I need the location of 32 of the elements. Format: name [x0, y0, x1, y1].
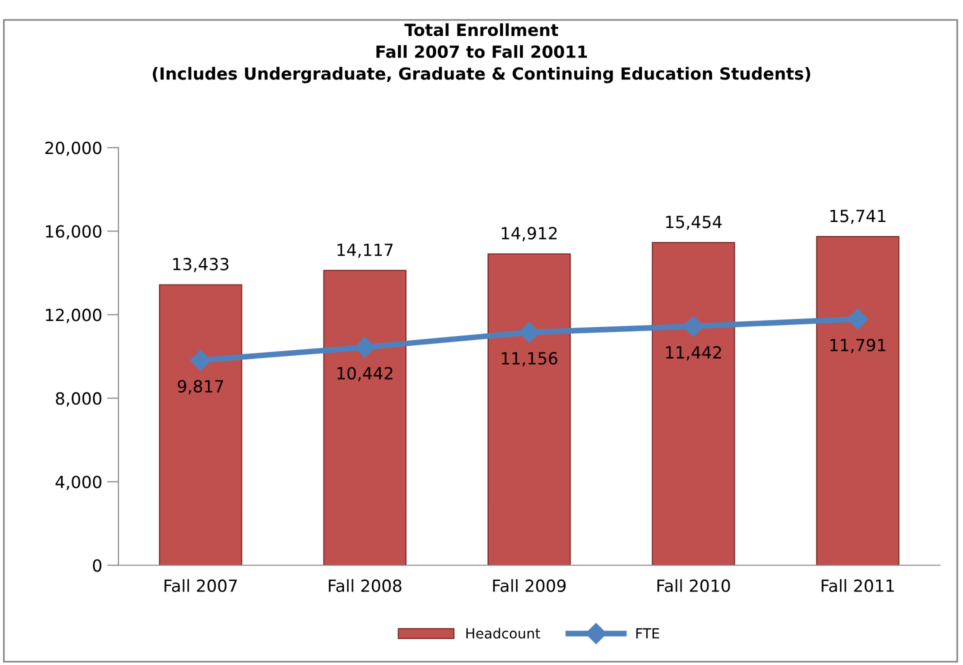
bar: [323, 270, 407, 566]
data-label: 11,442: [666, 346, 721, 360]
bar: [158, 284, 242, 566]
y-tick-label: 20,000: [45, 142, 102, 156]
point: [190, 350, 212, 371]
x-tick-label: Fall 2009: [493, 579, 566, 592]
data-label: 15,741: [830, 210, 886, 224]
bar: [652, 242, 736, 566]
y-tick-label: 12,000: [46, 308, 102, 323]
chart-title: Total Enrollment Fall 2007 to Fall 20011 (Includes Undergraduate, Graduate & Continuing Education Students): [152, 23, 810, 84]
data-label: 13,433: [173, 258, 228, 272]
point: [847, 308, 868, 330]
data-label: 11,791: [830, 338, 886, 354]
x-tick-label: Fall 2011: [822, 579, 894, 592]
y-tick-label: 8,000: [56, 392, 102, 406]
y-tick-label: 4,000: [56, 476, 102, 490]
data-label: 15,454: [666, 216, 722, 230]
legend-label: Headcount: [466, 628, 540, 639]
data-label: 9,817: [178, 380, 224, 394]
y-tick-label: 0: [92, 559, 102, 572]
legend-label: FTE: [636, 628, 660, 638]
bar: [488, 253, 571, 566]
y-tick-label: 16,000: [46, 225, 102, 240]
point: [354, 336, 376, 358]
data-label: 10,442: [338, 366, 392, 382]
x-tick-label: Fall 2007: [164, 579, 237, 592]
data-label: 14,117: [338, 244, 393, 258]
bar: [816, 236, 900, 566]
x-tick-label: Fall 2008: [328, 579, 402, 592]
data-label: 14,912: [502, 226, 557, 242]
x-tick-label: Fall 2010: [657, 579, 730, 592]
data-label: 11,156: [502, 352, 558, 366]
